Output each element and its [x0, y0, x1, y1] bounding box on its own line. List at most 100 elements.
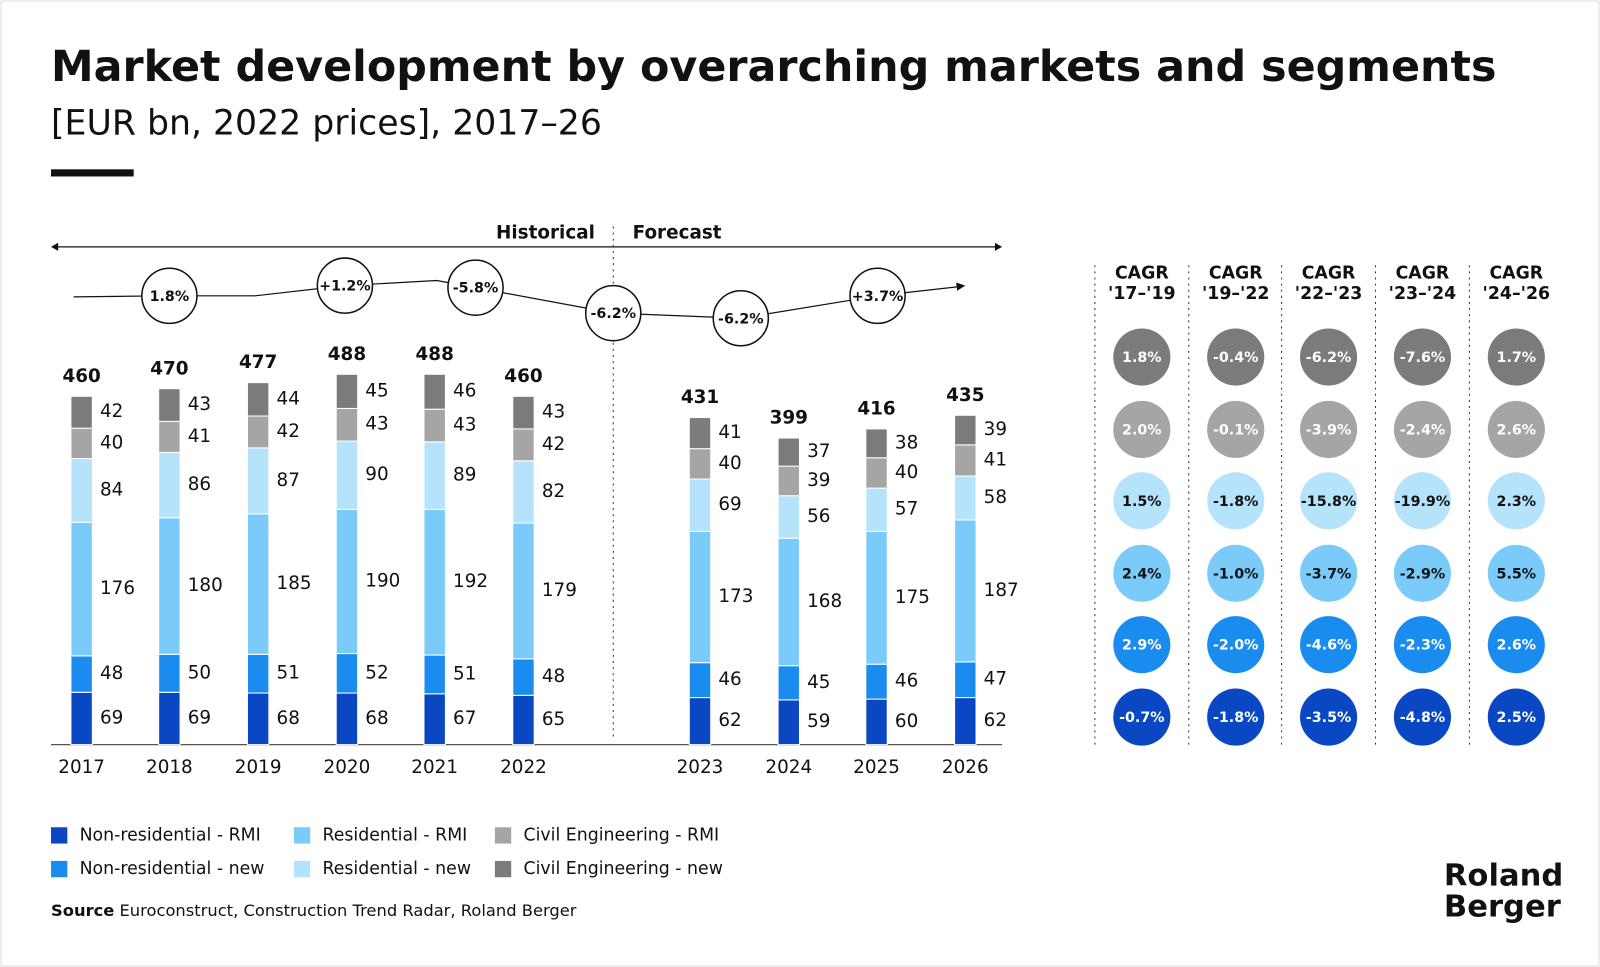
bar-segment	[688, 417, 712, 450]
trend-bubble	[141, 267, 198, 325]
cagr-bubble	[1300, 544, 1358, 602]
cagr-bubble	[1113, 472, 1171, 530]
cagr-value: 2.6%	[1497, 638, 1537, 654]
data-label: 52	[365, 662, 388, 683]
x-tick-label: 2022	[500, 757, 547, 778]
data-label: 87	[277, 470, 300, 491]
data-label: 59	[807, 711, 830, 732]
data-label: 86	[188, 474, 211, 495]
data-label: 57	[895, 499, 918, 520]
bar-segment	[70, 427, 93, 460]
bar-segment	[246, 513, 270, 655]
data-label: 41	[984, 449, 1007, 470]
bar-segment	[158, 388, 181, 422]
cagr-bubble	[1113, 616, 1171, 674]
period-label: Forecast	[633, 223, 722, 244]
source-label: Source	[51, 900, 114, 919]
cagr-value: -3.5%	[1306, 710, 1352, 726]
x-tick-label: 2024	[765, 757, 812, 778]
cagr-bubble	[1113, 400, 1171, 458]
bar-segment	[158, 691, 181, 746]
bar-segment	[777, 537, 800, 667]
cagr-bubble	[1300, 616, 1358, 674]
brand: Roland	[1444, 859, 1563, 894]
total-label: 488	[416, 344, 454, 365]
bar-segment	[512, 522, 535, 660]
bar-segment	[246, 653, 270, 694]
bar-segment	[423, 408, 446, 443]
bar-segment	[865, 457, 888, 489]
cagr-value: -2.4%	[1400, 422, 1446, 438]
bar-segment	[954, 475, 977, 521]
data-label: 50	[188, 662, 211, 683]
cagr-value: -4.8%	[1400, 710, 1446, 726]
data-label: 180	[188, 575, 223, 596]
data-label: 37	[807, 441, 830, 462]
data-label: 43	[188, 394, 211, 415]
data-label: 179	[542, 580, 577, 601]
data-label: 48	[542, 666, 565, 687]
bar-segment	[246, 692, 270, 746]
x-tick-label: 2019	[235, 757, 282, 778]
total-label: 460	[504, 366, 542, 387]
cagr-value: 2.5%	[1497, 710, 1537, 726]
data-label: 41	[718, 422, 741, 443]
cagr-header: CAGR	[1115, 263, 1169, 283]
data-label: 40	[895, 462, 918, 483]
data-label: 45	[807, 672, 830, 693]
x-tick-label: 2020	[324, 757, 371, 778]
cagr-bubble	[1300, 328, 1358, 386]
data-label: 43	[542, 402, 565, 423]
cagr-bubble	[1207, 688, 1265, 746]
bar-segment	[865, 487, 888, 532]
bar-segment	[512, 694, 535, 746]
cagr-bubble	[1487, 328, 1545, 386]
cagr-bubble	[1113, 544, 1171, 602]
data-label: 62	[984, 710, 1007, 731]
data-label: 173	[718, 586, 753, 607]
bar-segment	[512, 460, 535, 524]
data-label: 45	[365, 380, 388, 401]
cagr-bubble	[1393, 544, 1452, 602]
bar-segment	[335, 373, 359, 409]
period-label: Historical	[496, 223, 595, 244]
cagr-value: -7.6%	[1400, 350, 1446, 366]
cagr-value: -6.2%	[1306, 350, 1352, 366]
data-label: 41	[188, 426, 211, 447]
data-label: 40	[100, 432, 123, 453]
data-label: 42	[277, 421, 300, 442]
x-tick-label: 2025	[853, 757, 900, 778]
bar-segment	[512, 658, 535, 696]
data-label: 185	[277, 573, 312, 594]
chart-subtitle: [EUR bn, 2022 prices], 2017–26	[51, 103, 602, 143]
data-label: 90	[365, 464, 388, 485]
cagr-value: -0.7%	[1119, 710, 1165, 726]
cagr-period: '24–'26	[1483, 284, 1551, 304]
bar-segment	[512, 395, 535, 430]
data-label: 48	[100, 663, 123, 684]
bar-segment	[158, 420, 181, 453]
cagr-bubble	[1487, 688, 1545, 746]
data-label: 168	[807, 591, 842, 612]
cagr-value: 2.9%	[1122, 638, 1162, 654]
cagr-period: '19–'22	[1202, 284, 1270, 304]
trend-label: -5.8%	[453, 281, 499, 297]
bar-segment	[335, 508, 359, 655]
legend-swatch	[293, 860, 311, 878]
bar-segment	[865, 663, 888, 700]
x-tick-label: 2018	[146, 757, 193, 778]
cagr-value: 1.8%	[1122, 350, 1162, 366]
bar-segment	[423, 508, 446, 656]
total-label: 416	[857, 399, 895, 420]
trend-bubble	[316, 257, 374, 314]
x-tick-label: 2017	[58, 757, 105, 778]
data-label: 89	[453, 465, 476, 486]
bar-segment	[70, 395, 93, 429]
cagr-bubble	[1113, 328, 1171, 386]
total-label: 399	[770, 408, 808, 429]
bar-segment	[70, 521, 93, 657]
bar-segment	[70, 691, 93, 746]
bar-segment	[423, 654, 446, 695]
legend-label: Non-residential - RMI	[80, 825, 261, 845]
